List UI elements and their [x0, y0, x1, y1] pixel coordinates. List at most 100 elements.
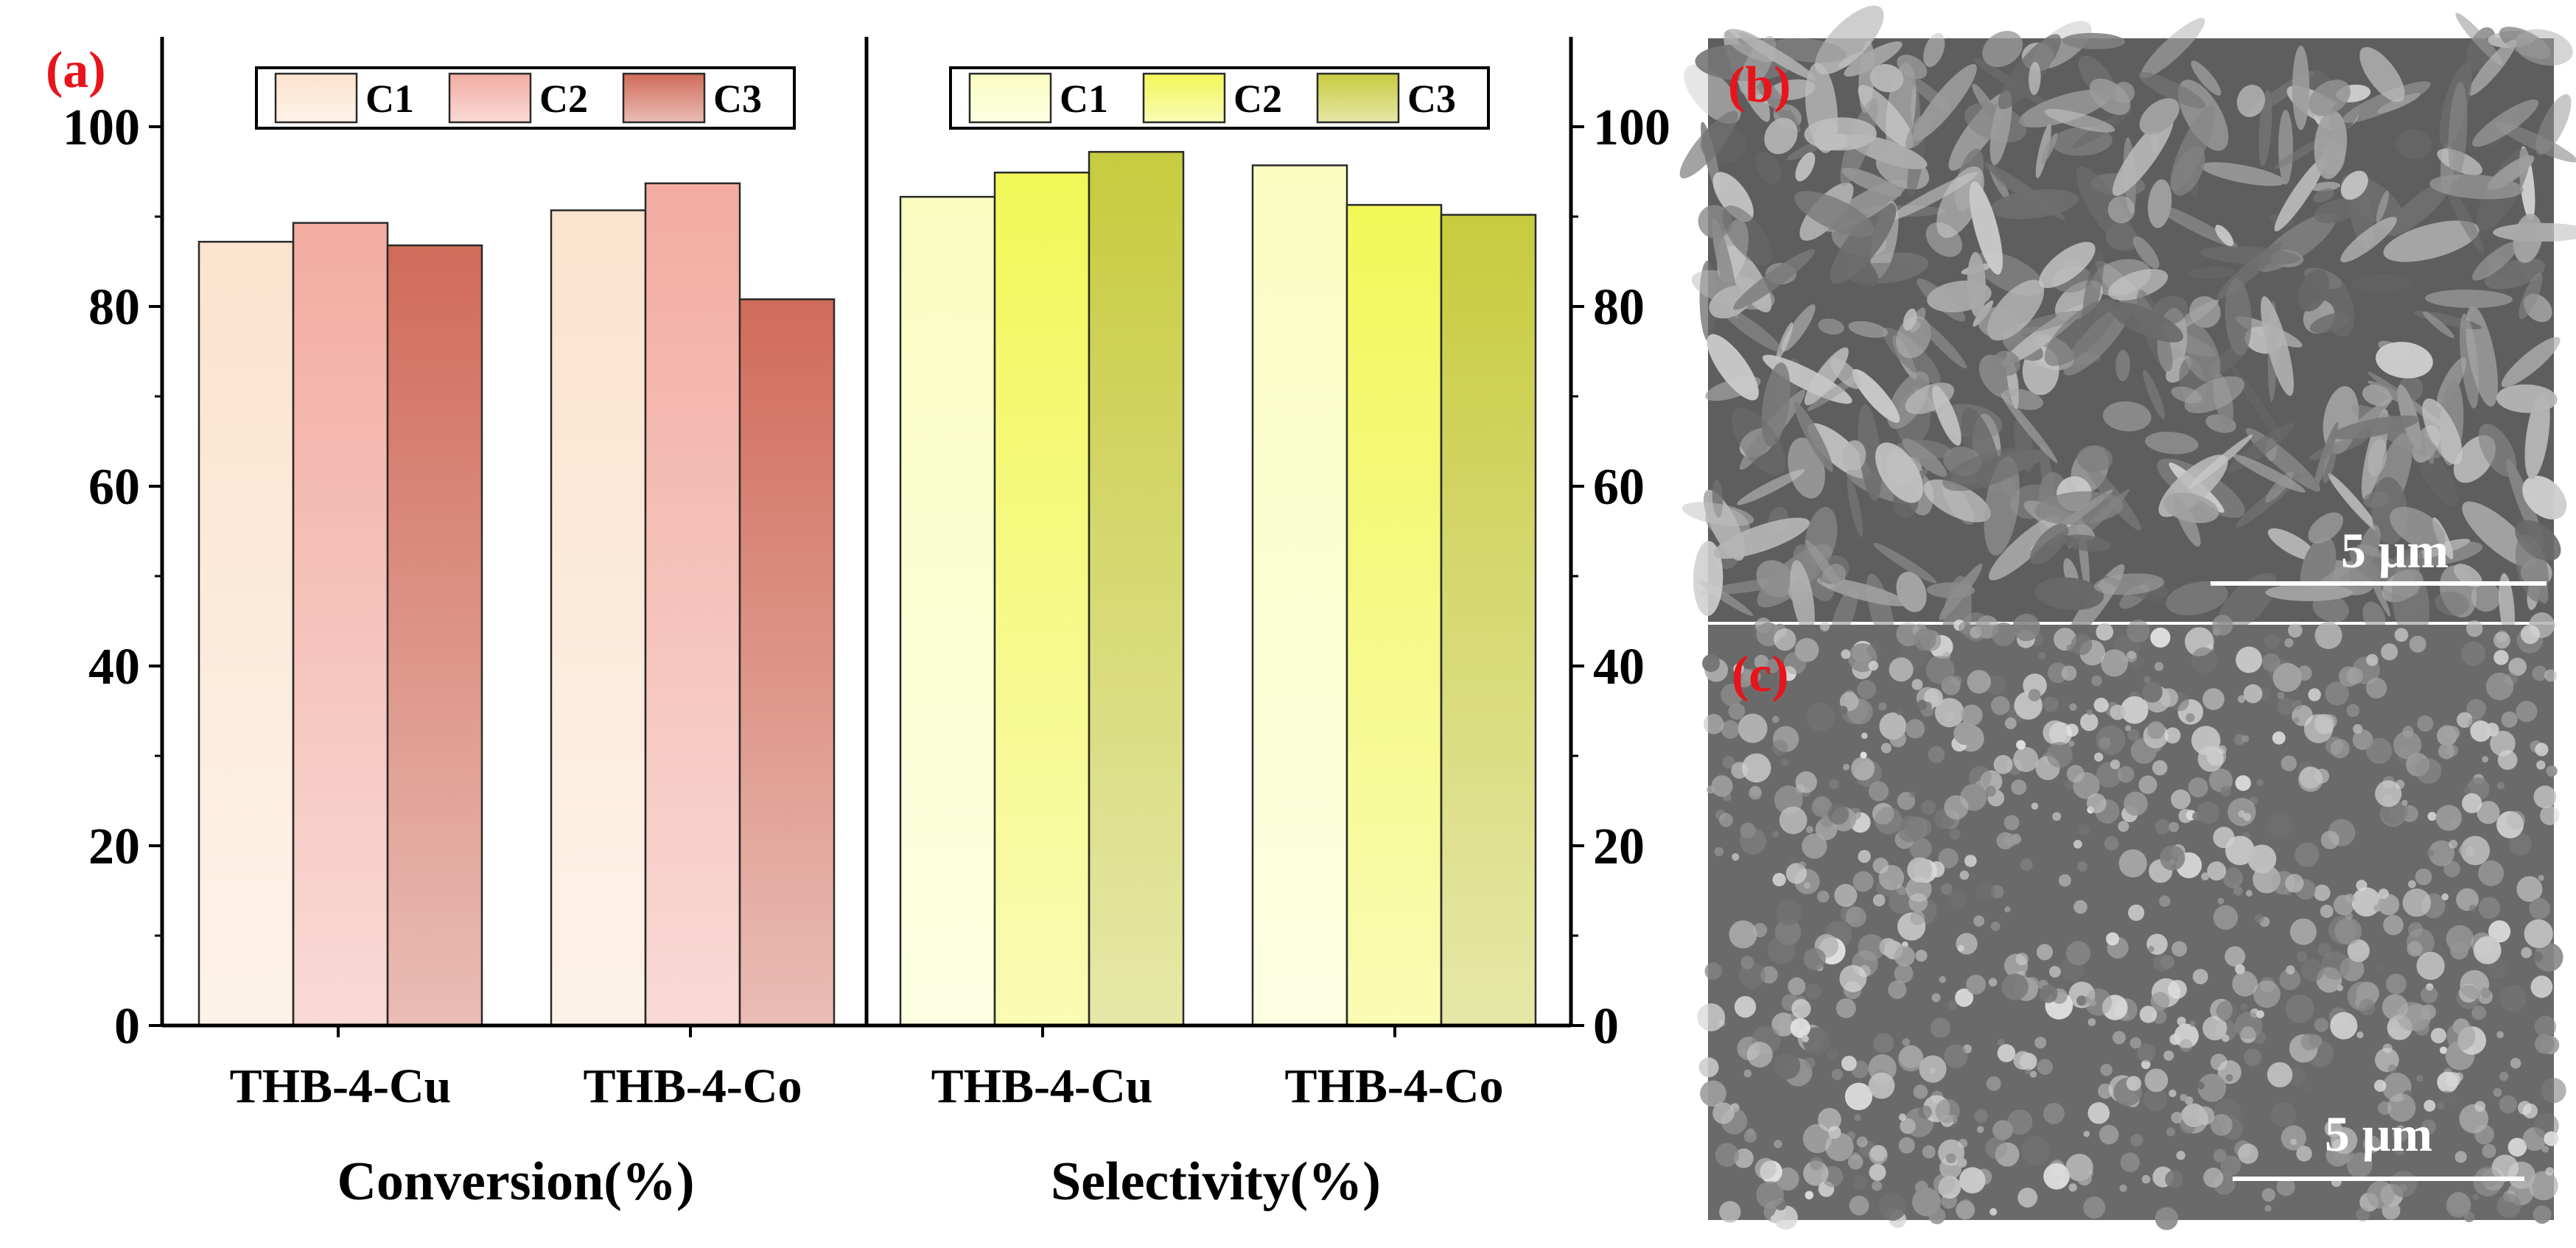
sem-b-flake — [2342, 81, 2431, 123]
sem-b-flake — [2494, 121, 2576, 163]
sem-c-particle — [1925, 655, 1955, 684]
sem-b-flake — [2362, 385, 2392, 406]
sem-b-flake — [2292, 45, 2310, 130]
sem-c-particle — [1743, 668, 1757, 682]
sem-b-flake — [2062, 32, 2126, 49]
sem-c-particle — [2534, 942, 2563, 972]
sem-c-particle — [2146, 721, 2166, 740]
sem-c-particle — [2227, 797, 2256, 827]
sem-b-flake — [1684, 64, 1741, 125]
sem-c-particle — [2225, 866, 2241, 883]
sem-c-particle — [2540, 805, 2560, 826]
sem-c-particle — [1894, 945, 1915, 967]
sem-c-particle — [1928, 861, 1945, 878]
sem-c-particle — [2409, 635, 2426, 653]
sem-c-particle — [2169, 1034, 2181, 1045]
sem-c-particle — [1743, 1069, 1752, 1078]
sem-b-flake — [1794, 191, 1875, 237]
sem-c-particle — [2165, 1170, 2183, 1188]
sem-c-particle — [2234, 1012, 2263, 1040]
sem-b-flake — [2107, 196, 2135, 224]
sem-c-particle — [1818, 1107, 1841, 1132]
bar-conversion-thb-4-co-c1 — [550, 209, 647, 1027]
sem-c-particle — [1869, 1163, 1886, 1181]
sem-c-particle — [1817, 890, 1830, 903]
sem-c-particle — [2003, 953, 2029, 978]
sem-b-flake — [2265, 583, 2353, 602]
sem-c-particle — [1872, 894, 1886, 907]
sem-c-particle — [1826, 1048, 1839, 1061]
sem-c-particle — [2460, 835, 2491, 866]
sem-c-particle — [2159, 688, 2179, 707]
sem-b-flake — [1712, 172, 1754, 222]
sem-c-particle — [1976, 1126, 1984, 1133]
sem-c-particle — [2110, 704, 2126, 721]
sem-c-particle — [2124, 791, 2148, 816]
sem-c-particle — [2197, 1082, 2205, 1090]
sem-b-flake — [2404, 541, 2483, 567]
sem-c-particle — [1898, 1137, 1915, 1154]
sem-c-particle — [2099, 1124, 2119, 1145]
sem-c-particle — [1729, 920, 1757, 949]
bar-selectivity-thb-4-cu-c2 — [993, 171, 1091, 1027]
sem-c-particle — [1852, 871, 1874, 892]
sem-c-particle — [2166, 1127, 2175, 1137]
sem-c-particle — [2217, 1060, 2241, 1084]
sem-c-particle — [1857, 680, 1877, 700]
ytick-label-right-100: 100 — [1593, 99, 1670, 156]
sem-c-particle — [2427, 812, 2437, 821]
sem-c-particle — [2160, 845, 2185, 871]
sem-c-particle — [2138, 775, 2157, 794]
sem-b-flake — [1830, 357, 1862, 389]
sem-c-particle — [2337, 984, 2344, 992]
sem-b-flake — [2029, 61, 2041, 95]
sem-c-particle — [1772, 830, 1779, 838]
sem-c-particle — [2499, 985, 2527, 1012]
sem-c-particle — [2113, 1031, 2126, 1045]
sem-c-particle — [2402, 888, 2432, 917]
sem-c-particle — [1799, 861, 1807, 869]
sem-c-particle — [2017, 1188, 2038, 1207]
sem-c-particle — [2087, 1102, 2110, 1124]
sem-c-particle — [2272, 731, 2286, 745]
sem-c-particle — [2143, 676, 2152, 684]
sem-c-particle — [2143, 1087, 2168, 1112]
sem-c-particle — [1966, 974, 1987, 995]
sem-c-particle — [2284, 638, 2294, 648]
ytick-label-right-0: 0 — [1593, 998, 1619, 1055]
legend-label-c1: C1 — [365, 77, 414, 121]
sem-c-particle — [2179, 1039, 2193, 1053]
sem-c-particle — [1980, 770, 2003, 793]
sem-b-flake — [2166, 581, 2228, 616]
sem-b-flake — [1804, 117, 1877, 151]
sem-b-flake — [2188, 267, 2236, 279]
sem-c-particle — [1714, 846, 1724, 857]
sem-c-particle — [2421, 986, 2438, 1003]
sem-c-particle — [2083, 1196, 2106, 1219]
sem-c-particle — [2083, 1130, 2090, 1137]
sem-c-particle — [2185, 712, 2195, 723]
sem-c-particle — [1805, 1191, 1814, 1200]
sem-c-particle — [1985, 785, 1996, 797]
sem-c-particle — [1897, 816, 1924, 843]
sem-c-particle — [2308, 688, 2321, 701]
sem-c-particle — [1712, 1102, 1735, 1124]
sem-b-flake — [2363, 491, 2390, 508]
sem-c-particle — [2428, 840, 2455, 866]
sem-b-flake — [2460, 313, 2479, 409]
sem-c-particle — [2078, 824, 2090, 836]
sem-c-particle — [2120, 1152, 2140, 1172]
bar-conversion-thb-4-cu-c2 — [292, 222, 389, 1027]
sem-b-flake — [2102, 401, 2152, 432]
sem-c-particle — [2345, 894, 2355, 904]
sem-b-flake — [2236, 85, 2265, 117]
sem-c-particle — [1993, 754, 2013, 774]
sem-c-particle — [2076, 995, 2087, 1006]
sem-c-particle — [2286, 965, 2295, 975]
sem-c-particle — [1787, 857, 1796, 865]
sem-c-particle — [2383, 914, 2404, 936]
sem-c-particle — [2538, 874, 2544, 881]
sem-c-particle — [2247, 844, 2277, 874]
sem-c-particle — [1802, 833, 1827, 859]
